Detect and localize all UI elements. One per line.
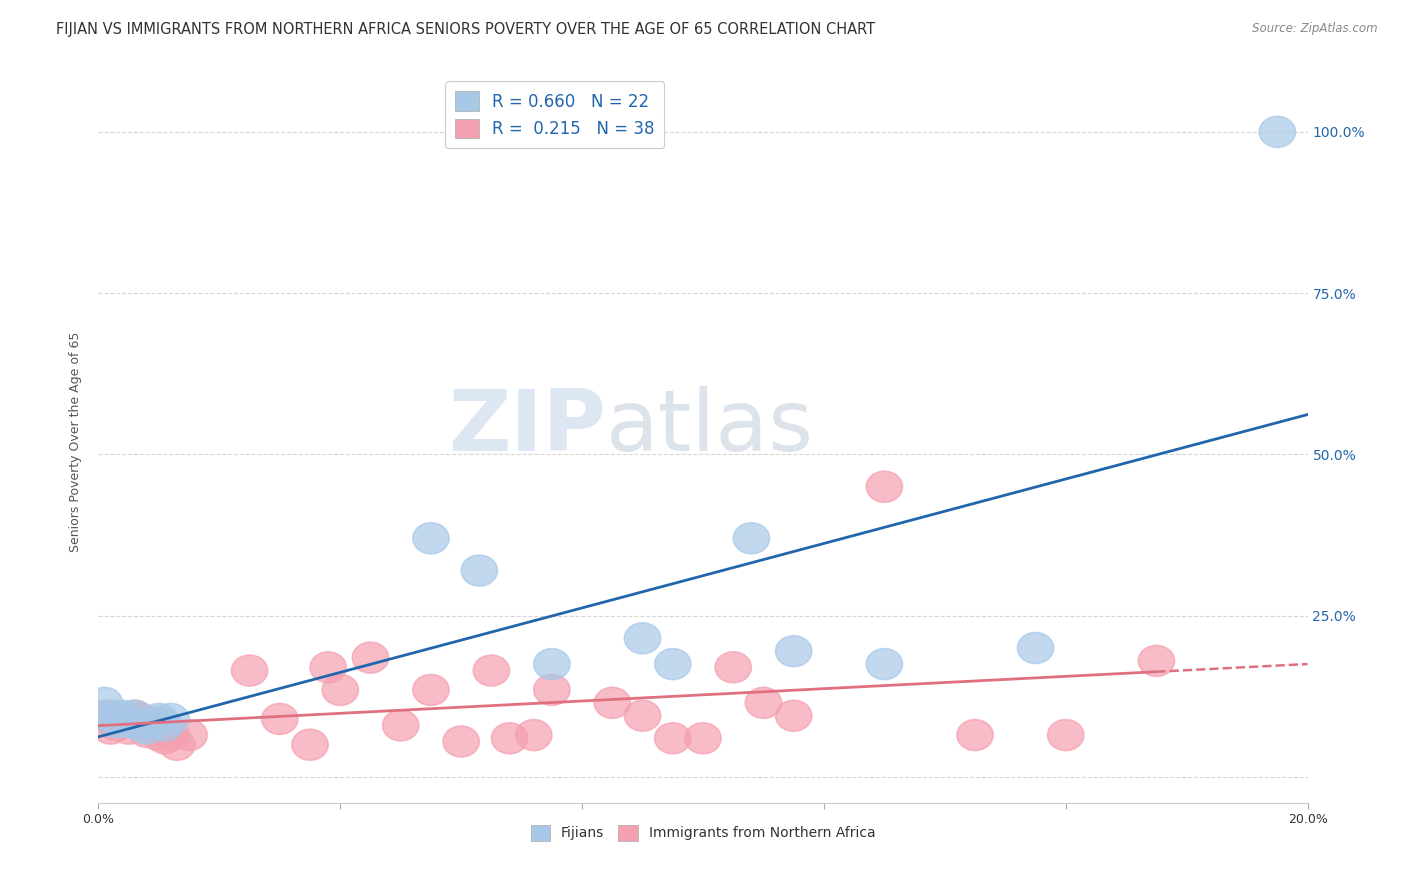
Ellipse shape [135,710,172,741]
Ellipse shape [86,700,122,731]
Ellipse shape [1139,646,1174,676]
Ellipse shape [172,720,207,750]
Ellipse shape [443,726,479,757]
Ellipse shape [309,652,346,682]
Ellipse shape [104,700,141,731]
Ellipse shape [382,710,419,741]
Ellipse shape [595,688,630,718]
Ellipse shape [866,648,903,680]
Ellipse shape [413,674,449,706]
Ellipse shape [776,636,811,666]
Text: ZIP: ZIP [449,385,606,468]
Ellipse shape [135,706,172,738]
Ellipse shape [957,720,993,750]
Ellipse shape [146,723,183,754]
Ellipse shape [122,710,159,741]
Ellipse shape [534,674,569,706]
Ellipse shape [141,704,177,734]
Ellipse shape [655,648,690,680]
Text: FIJIAN VS IMMIGRANTS FROM NORTHERN AFRICA SENIORS POVERTY OVER THE AGE OF 65 COR: FIJIAN VS IMMIGRANTS FROM NORTHERN AFRIC… [56,22,876,37]
Ellipse shape [461,555,498,586]
Ellipse shape [111,706,146,738]
Ellipse shape [104,704,141,734]
Ellipse shape [1260,116,1295,147]
Ellipse shape [153,720,190,750]
Ellipse shape [98,710,135,741]
Ellipse shape [745,688,782,718]
Ellipse shape [474,655,509,686]
Y-axis label: Seniors Poverty Over the Age of 65: Seniors Poverty Over the Age of 65 [69,331,83,552]
Ellipse shape [292,730,328,760]
Ellipse shape [93,700,129,731]
Ellipse shape [716,652,751,682]
Ellipse shape [1047,720,1084,750]
Ellipse shape [262,704,298,734]
Ellipse shape [734,523,769,554]
Ellipse shape [111,713,146,744]
Ellipse shape [516,720,551,750]
Ellipse shape [141,720,177,750]
Ellipse shape [776,700,811,731]
Ellipse shape [534,648,569,680]
Ellipse shape [1018,632,1053,664]
Ellipse shape [129,716,165,747]
Ellipse shape [413,523,449,554]
Ellipse shape [93,713,129,744]
Ellipse shape [866,471,903,502]
Legend: Fijians, Immigrants from Northern Africa: Fijians, Immigrants from Northern Africa [524,819,882,847]
Ellipse shape [655,723,690,754]
Ellipse shape [624,700,661,731]
Ellipse shape [322,674,359,706]
Ellipse shape [129,713,165,744]
Ellipse shape [146,710,183,741]
Ellipse shape [117,700,153,731]
Ellipse shape [98,706,135,738]
Ellipse shape [159,730,195,760]
Ellipse shape [353,642,388,673]
Ellipse shape [122,704,159,734]
Text: atlas: atlas [606,385,814,468]
Ellipse shape [232,655,267,686]
Ellipse shape [685,723,721,754]
Ellipse shape [624,623,661,654]
Ellipse shape [153,704,190,734]
Ellipse shape [86,688,122,718]
Ellipse shape [492,723,527,754]
Text: Source: ZipAtlas.com: Source: ZipAtlas.com [1253,22,1378,36]
Ellipse shape [117,700,153,731]
